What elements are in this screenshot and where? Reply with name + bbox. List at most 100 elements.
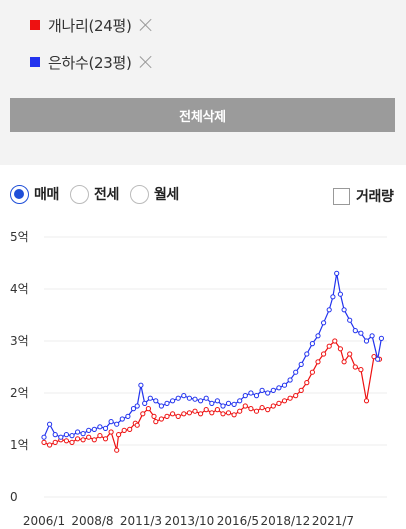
series-2-point: [114, 421, 120, 427]
series-1-point: [315, 359, 321, 365]
radio-wolse[interactable]: 월세: [129, 184, 179, 204]
radio-button-wolse[interactable]: [129, 184, 149, 204]
radio-label-sale: 매매: [34, 187, 59, 203]
series-2-point: [248, 390, 254, 396]
series-1-point: [75, 436, 81, 442]
series-1-point: [158, 416, 164, 422]
series-2-point: [214, 398, 220, 404]
x-tick-label: 2013/10: [164, 514, 214, 528]
series-color-swatch-2: [30, 57, 40, 67]
x-tick-label: 2011/3: [120, 514, 162, 528]
price-line-chart: 0 1억 2억 3억 4억 5억 2006/1 2008/8 2011/3 2013/10 2016…: [10, 230, 387, 528]
series-2-point: [298, 361, 304, 367]
series-2-point: [209, 400, 215, 406]
series-1-point: [225, 410, 232, 416]
series-2-point: [242, 393, 248, 399]
series-2-point: [41, 434, 47, 440]
series-2-point: [265, 390, 271, 396]
series-2-point: [125, 413, 131, 419]
comparison-tag-label-1: 개나리(24평): [48, 16, 132, 35]
radio-button-sale[interactable]: [10, 184, 29, 204]
series-2-point: [330, 294, 336, 300]
comparison-tag-1: 개나리(24평): [30, 14, 154, 36]
radio-button-jeonse[interactable]: [69, 184, 89, 204]
series-2-point: [225, 400, 232, 406]
series-2-point: [293, 369, 299, 375]
series-2-point: [69, 433, 75, 439]
series-1-point: [304, 380, 310, 386]
series-1-point: [91, 437, 97, 443]
series-1-point: [108, 429, 114, 435]
series-1-point: [287, 395, 293, 401]
series-1-point: [80, 437, 86, 443]
series-1-point: [214, 407, 220, 413]
series-1-point: [298, 387, 304, 393]
radio-label-wolse: 월세: [153, 187, 179, 203]
series-2-point: [147, 395, 153, 401]
series-1-point: [86, 434, 92, 440]
y-tick-label: 3억: [10, 334, 29, 348]
series-2-point: [175, 395, 181, 401]
series-2-point: [352, 328, 358, 334]
series-2-point: [253, 393, 260, 399]
series-2-point: [102, 425, 109, 431]
series-2-point: [86, 427, 92, 433]
series-1-point: [281, 398, 288, 404]
series-2-point: [369, 333, 375, 339]
series-1-point: [242, 403, 248, 409]
series-1-point: [237, 408, 243, 414]
volume-toggle[interactable]: 거래량: [333, 186, 394, 206]
comparison-panel: 개나리(24평) 은하수(23평) 전체삭제: [0, 0, 406, 150]
series-2-point: [259, 387, 265, 393]
x-tick-label: 2021/7: [312, 514, 354, 528]
series-2-point: [138, 382, 144, 388]
series-1-point: [52, 439, 58, 445]
series-2-point: [281, 382, 288, 388]
series-1-point: [363, 398, 370, 404]
series-1-point: [47, 442, 53, 448]
series-2-point: [363, 338, 370, 344]
series-1-point: [121, 427, 127, 433]
close-icon[interactable]: [138, 54, 154, 70]
series-2-point: [52, 432, 58, 438]
series-1-point: [153, 419, 159, 425]
series-2-point: [58, 434, 64, 440]
series-1-point: [321, 351, 327, 357]
series-2-point: [220, 403, 226, 409]
series-2-point: [186, 395, 192, 401]
close-icon[interactable]: [138, 17, 154, 33]
series-1-point: [41, 439, 47, 445]
series-2-point: [47, 421, 53, 427]
series-2-point: [192, 396, 198, 402]
series-1-point: [69, 439, 75, 445]
series-1-point: [352, 364, 358, 370]
series-2-point: [170, 398, 176, 404]
series-1-point: [114, 447, 120, 453]
delete-all-button[interactable]: 전체삭제: [10, 98, 395, 132]
series-2-point: [326, 307, 332, 313]
volume-label: 거래량: [356, 189, 394, 205]
radio-jeonse[interactable]: 전세: [69, 184, 119, 204]
series-2-point: [378, 335, 384, 341]
series-2-point: [63, 432, 70, 438]
y-tick-label: 5억: [10, 230, 29, 244]
series-1-point: [181, 411, 187, 417]
series-2-point: [287, 377, 293, 383]
series-2-point: [119, 416, 125, 422]
series-2-point: [321, 320, 327, 326]
radio-label-jeonse: 전세: [93, 187, 119, 203]
x-tick-label: 2018/12: [260, 514, 310, 528]
series-1-point: [140, 411, 146, 417]
volume-checkbox[interactable]: [333, 187, 350, 205]
x-tick-label: 2006/1: [23, 514, 65, 528]
series-1-point: [63, 438, 70, 444]
series-1-point: [341, 359, 347, 365]
series-2-point: [358, 330, 364, 336]
series-2-point: [203, 395, 209, 401]
series-1-point: [259, 405, 265, 411]
series-1-point: [164, 413, 170, 419]
radio-sale[interactable]: 매매: [10, 184, 59, 204]
series-2-point: [276, 385, 282, 391]
series-1-point: [358, 367, 364, 373]
series-2-point: [75, 429, 81, 435]
